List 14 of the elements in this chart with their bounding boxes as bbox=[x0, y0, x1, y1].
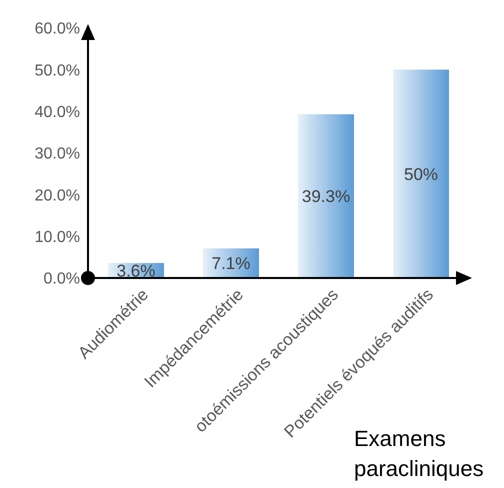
y-tick-label: 50.0% bbox=[34, 62, 80, 80]
data-label: 50% bbox=[404, 164, 438, 184]
data-label: 7.1% bbox=[212, 254, 250, 274]
bar bbox=[393, 70, 449, 278]
y-tick-label: 20.0% bbox=[34, 187, 80, 204]
y-tick-label: 40.0% bbox=[34, 104, 80, 122]
bar bbox=[298, 114, 354, 278]
x-axis-title: Examens paracliniques bbox=[354, 425, 485, 483]
y-tick-label: 10.0% bbox=[34, 229, 80, 246]
y-tick-label: 0.0% bbox=[44, 270, 80, 288]
y-tick-label: 60.0% bbox=[34, 20, 80, 38]
data-label: 39.3% bbox=[302, 187, 350, 206]
y-tick-label: 30.0% bbox=[34, 146, 80, 163]
data-label: 3.6% bbox=[116, 262, 156, 281]
